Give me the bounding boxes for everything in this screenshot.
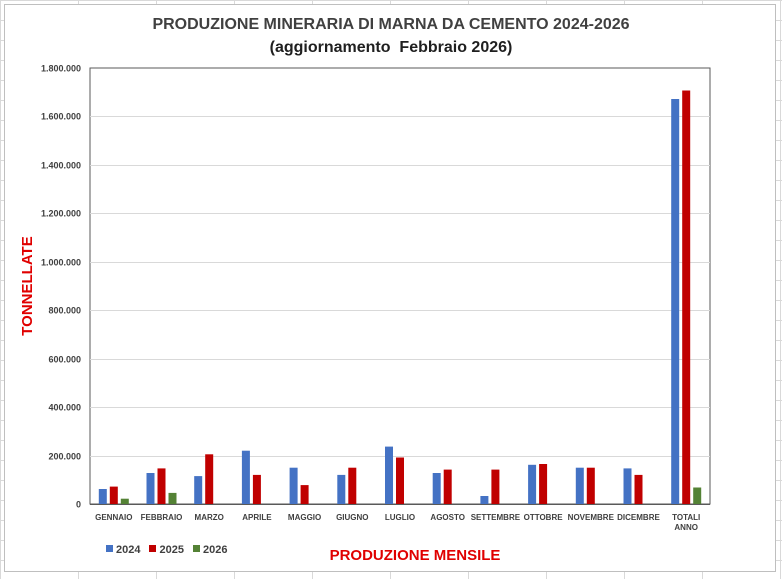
x-tick-label: GIUGNO bbox=[336, 513, 368, 522]
bar-2026-gennaio bbox=[120, 498, 129, 504]
bar-2025-agosto bbox=[443, 469, 452, 504]
bar-2026-totali-anno bbox=[693, 487, 702, 504]
x-tick-label: AGOSTO bbox=[430, 513, 465, 522]
legend: 2024 2025 2026 bbox=[106, 544, 236, 556]
bar-2025-settembre bbox=[491, 469, 500, 504]
bar-2025-maggio bbox=[300, 485, 309, 504]
x-tick-label: OTTOBRE bbox=[524, 513, 564, 522]
legend-label: 2025 bbox=[159, 544, 184, 556]
bar-2024-giugno bbox=[337, 474, 346, 504]
bar-2024-marzo bbox=[194, 476, 203, 504]
bar-2024-dicembre bbox=[623, 468, 632, 504]
bar-2024-aprile bbox=[241, 450, 250, 504]
legend-item-2026: 2026 bbox=[192, 544, 228, 556]
bar-2025-ottobre bbox=[539, 464, 548, 504]
bar-2024-novembre bbox=[575, 467, 584, 504]
legend-swatch bbox=[149, 545, 157, 552]
y-tick-label: 0 bbox=[76, 500, 81, 510]
bar-2026-febbraio bbox=[168, 492, 177, 504]
y-tick-label: 1.600.000 bbox=[41, 112, 81, 122]
y-tick-label: 800.000 bbox=[48, 306, 81, 316]
x-tick-label: TOTALI bbox=[672, 513, 700, 522]
bar-2025-novembre bbox=[586, 467, 595, 504]
bar-2024-totali-anno bbox=[671, 99, 680, 504]
y-tick-label: 200.000 bbox=[48, 452, 81, 462]
legend-label: 2024 bbox=[116, 544, 141, 556]
y-tick-label: 1.800.000 bbox=[41, 64, 81, 74]
x-tick-label: LUGLIO bbox=[385, 513, 415, 522]
chart-subtitle: (aggiornamento Febbraio 2026) bbox=[269, 39, 513, 56]
x-tick-label: SETTEMBRE bbox=[471, 513, 521, 522]
bar-2024-agosto bbox=[432, 473, 441, 504]
y-axis-title: TONNELLATE bbox=[19, 236, 36, 336]
x-axis-title: PRODUZIONE MENSILE bbox=[329, 547, 501, 564]
x-tick-label: DICEMBRE bbox=[617, 513, 660, 522]
x-tick-label: MAGGIO bbox=[288, 513, 321, 522]
bar-2024-luglio bbox=[385, 446, 393, 504]
legend-item-2025: 2025 bbox=[149, 544, 184, 556]
y-tick-label: 1.000.000 bbox=[41, 258, 81, 268]
bar-2025-febbraio bbox=[157, 468, 166, 504]
bar-2024-gennaio bbox=[98, 489, 107, 504]
bar-2024-settembre bbox=[480, 496, 489, 504]
x-tick-label: APRILE bbox=[242, 513, 272, 522]
bar-2024-ottobre bbox=[528, 464, 537, 504]
legend-swatch bbox=[192, 545, 200, 552]
bar-2025-dicembre bbox=[634, 474, 643, 504]
x-tick-label: NOVEMBRE bbox=[568, 513, 615, 522]
plot-area-border bbox=[89, 67, 711, 505]
bar-2025-aprile bbox=[252, 474, 261, 504]
bar-2025-giugno bbox=[348, 467, 357, 504]
y-tick-label: 400.000 bbox=[48, 403, 81, 413]
bar-2025-luglio bbox=[396, 457, 404, 504]
x-tick-label: ANNO bbox=[674, 523, 698, 532]
legend-item-2024: 2024 bbox=[106, 544, 140, 556]
bar-2024-maggio bbox=[289, 467, 298, 504]
bar-2025-gennaio bbox=[109, 486, 118, 504]
x-tick-label: GENNAIO bbox=[95, 513, 132, 522]
y-tick-label: 1.200.000 bbox=[41, 209, 81, 219]
x-tick-label: MARZO bbox=[195, 513, 224, 522]
x-tick-label: FEBBRAIO bbox=[141, 513, 183, 522]
y-tick-label: 1.400.000 bbox=[41, 161, 81, 171]
bar-2025-totali-anno bbox=[682, 90, 691, 504]
legend-swatch bbox=[106, 545, 113, 552]
chart-title: PRODUZIONE MINERARIA DI MARNA DA CEMENTO… bbox=[152, 16, 630, 33]
legend-label: 2026 bbox=[202, 544, 228, 556]
bar-2025-marzo bbox=[205, 454, 214, 504]
y-tick-label: 600.000 bbox=[48, 355, 81, 365]
bar-2024-febbraio bbox=[146, 473, 155, 504]
